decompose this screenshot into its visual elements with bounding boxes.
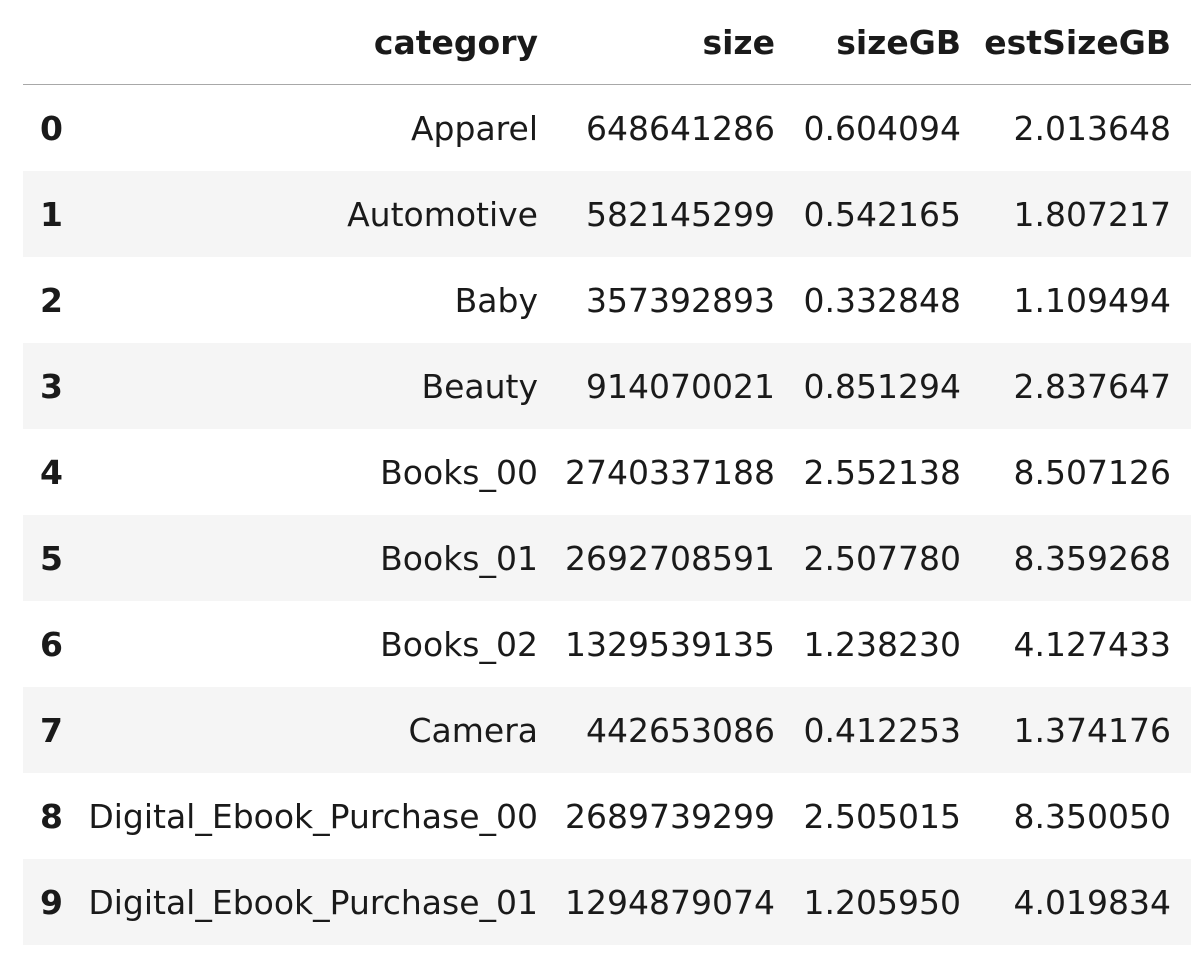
table-row: 1 Automotive 582145299 0.542165 1.807217: [23, 171, 1191, 257]
cell-category: Automotive: [347, 194, 538, 234]
header-estsizegb: estSizeGB: [981, 0, 1191, 85]
table-row: 9 Digital_Ebook_Purchase_01 1294879074 1…: [23, 859, 1191, 945]
table-row: 6 Books_02 1329539135 1.238230 4.127433: [23, 601, 1191, 687]
table-row: 7 Camera 442653086 0.412253 1.374176: [23, 687, 1191, 773]
cell-category: Camera: [408, 710, 538, 750]
header-category: category: [85, 0, 558, 85]
cell-estsizegb: 8.359268: [1013, 538, 1171, 578]
dataframe-output: category size sizeGB estSizeGB 0 Apparel…: [23, 0, 1191, 945]
cell-sizegb: 0.851294: [803, 366, 961, 406]
table-row: 4 Books_00 2740337188 2.552138 8.507126: [23, 429, 1191, 515]
table-row: 2 Baby 357392893 0.332848 1.109494: [23, 257, 1191, 343]
cell-category: Digital_Ebook_Purchase_00: [88, 796, 538, 836]
cell-estsizegb: 1.374176: [1013, 710, 1171, 750]
cell-size: 914070021: [586, 366, 775, 406]
cell-category: Apparel: [410, 108, 538, 148]
cell-category: Digital_Ebook_Purchase_01: [88, 882, 538, 922]
row-index: 5: [40, 538, 63, 578]
table-row: 5 Books_01 2692708591 2.507780 8.359268: [23, 515, 1191, 601]
cell-size: 2689739299: [565, 796, 775, 836]
dataframe-table: category size sizeGB estSizeGB 0 Apparel…: [23, 0, 1191, 945]
row-index: 8: [40, 796, 63, 836]
table-row: 0 Apparel 648641286 0.604094 2.013648: [23, 85, 1191, 172]
cell-sizegb: 0.542165: [803, 194, 961, 234]
cell-size: 582145299: [586, 194, 775, 234]
cell-estsizegb: 1.807217: [1013, 194, 1171, 234]
cell-estsizegb: 4.019834: [1013, 882, 1171, 922]
cell-sizegb: 0.604094: [803, 108, 961, 148]
cell-sizegb: 0.332848: [803, 280, 961, 320]
cell-size: 442653086: [586, 710, 775, 750]
table-row: 8 Digital_Ebook_Purchase_00 2689739299 2…: [23, 773, 1191, 859]
cell-estsizegb: 4.127433: [1013, 624, 1171, 664]
cell-estsizegb: 2.837647: [1013, 366, 1171, 406]
table-body: 0 Apparel 648641286 0.604094 2.013648 1 …: [23, 85, 1191, 945]
cell-estsizegb: 8.350050: [1013, 796, 1171, 836]
cell-category: Baby: [454, 280, 538, 320]
table-header: category size sizeGB estSizeGB: [23, 0, 1191, 85]
cell-size: 2692708591: [565, 538, 775, 578]
row-index: 1: [40, 194, 63, 234]
header-row: category size sizeGB estSizeGB: [23, 0, 1191, 85]
row-index: 0: [40, 108, 63, 148]
row-index: 3: [40, 366, 63, 406]
row-index: 6: [40, 624, 63, 664]
row-index: 2: [40, 280, 63, 320]
cell-sizegb: 1.205950: [803, 882, 961, 922]
row-index: 7: [40, 710, 63, 750]
cell-category: Books_00: [380, 452, 538, 492]
cell-sizegb: 2.505015: [803, 796, 961, 836]
header-index: [23, 0, 85, 85]
cell-category: Books_01: [380, 538, 538, 578]
row-index: 9: [40, 882, 63, 922]
cell-category: Books_02: [380, 624, 538, 664]
cell-category: Beauty: [421, 366, 538, 406]
cell-sizegb: 2.552138: [803, 452, 961, 492]
cell-estsizegb: 2.013648: [1013, 108, 1171, 148]
cell-sizegb: 2.507780: [803, 538, 961, 578]
cell-size: 357392893: [586, 280, 775, 320]
header-size: size: [558, 0, 795, 85]
cell-size: 648641286: [586, 108, 775, 148]
cell-size: 1294879074: [565, 882, 775, 922]
cell-estsizegb: 1.109494: [1013, 280, 1171, 320]
cell-estsizegb: 8.507126: [1013, 452, 1171, 492]
table-row: 3 Beauty 914070021 0.851294 2.837647: [23, 343, 1191, 429]
header-sizegb: sizeGB: [795, 0, 981, 85]
cell-sizegb: 0.412253: [803, 710, 961, 750]
row-index: 4: [40, 452, 63, 492]
cell-sizegb: 1.238230: [803, 624, 961, 664]
cell-size: 1329539135: [565, 624, 775, 664]
cell-size: 2740337188: [565, 452, 775, 492]
